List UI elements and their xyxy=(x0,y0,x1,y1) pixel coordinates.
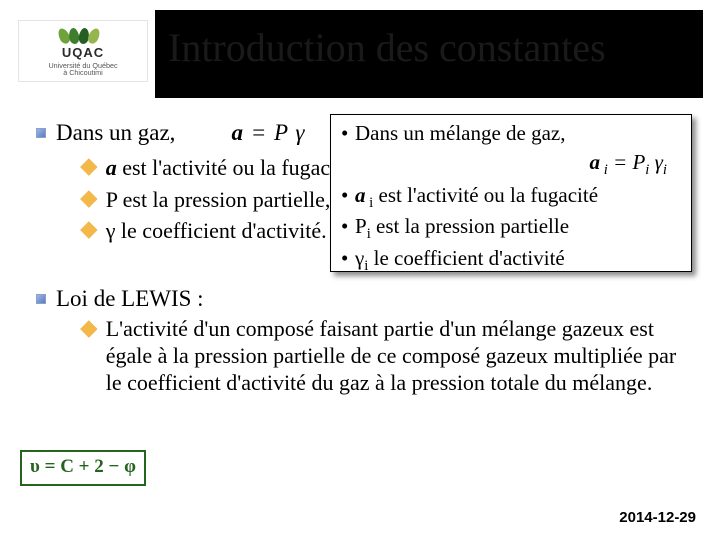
cl3-rest: est la pression partielle xyxy=(371,214,569,238)
sub1: a est l'activité ou la fugacité, xyxy=(106,154,358,182)
slide-date: 2014-12-29 xyxy=(619,509,696,526)
leaf-icon xyxy=(55,24,111,47)
lewis-heading-row: Loi de LEWIS : xyxy=(36,286,682,312)
square-bullet-icon xyxy=(36,294,46,304)
lewis-body: L'activité d'un composé faisant partie d… xyxy=(106,316,682,396)
cf-g: γ xyxy=(649,150,663,174)
callout-line1: • Dans un mélange de gaz, xyxy=(341,121,681,146)
callout-line1-text: Dans un mélange de gaz, xyxy=(355,121,566,146)
cl2-a: a xyxy=(355,183,366,207)
cl4-g: γ xyxy=(355,246,364,270)
disc-bullet-icon: ◆ xyxy=(80,316,98,339)
callout-line3: • Pi est la pression partielle xyxy=(341,214,681,243)
callout-formula: a i = Pi γi xyxy=(341,150,667,179)
left-column: Dans un gaz, a = P γ ◆ a est l'activité … xyxy=(36,120,376,249)
callout-line2: • a i est l'activité ou la fugacité xyxy=(341,183,681,212)
dot-bullet-icon: • xyxy=(341,183,355,208)
sub3: γ le coefficient d'activité. xyxy=(106,217,327,245)
slide: UQAC Université du Québec à Chicoutimi I… xyxy=(0,0,720,540)
cf-a: a xyxy=(590,150,601,174)
cf-gi: i xyxy=(663,162,667,178)
uqac-logo: UQAC Université du Québec à Chicoutimi xyxy=(18,20,148,82)
logo-subtitle: Université du Québec à Chicoutimi xyxy=(48,62,117,77)
dot-bullet-icon: • xyxy=(341,121,355,146)
slide-title: Introduction des constantes xyxy=(168,24,606,71)
callout-line4-text: γi le coefficient d'activité xyxy=(355,246,565,275)
dot-bullet-icon: • xyxy=(341,246,355,271)
mixture-callout: • Dans un mélange de gaz, a i = Pi γi • … xyxy=(330,114,692,272)
lewis-block: Loi de LEWIS : ◆ L'activité d'un composé… xyxy=(36,286,682,396)
dot-bullet-icon: • xyxy=(341,214,355,239)
logo-subtitle-2: à Chicoutimi xyxy=(63,68,103,77)
cl4-rest: le coefficient d'activité xyxy=(368,246,564,270)
logo-acronym: UQAC xyxy=(62,45,104,60)
cf-ai: i xyxy=(600,162,608,178)
disc-bullet-icon: ◆ xyxy=(80,186,98,209)
sub1-rest: est l'activité ou la fugacité, xyxy=(117,155,358,180)
sub1-a: a xyxy=(106,155,117,180)
lead-text: Dans un gaz, xyxy=(56,120,175,146)
callout-line2-text: a i est l'activité ou la fugacité xyxy=(355,183,598,212)
lewis-body-row: ◆ L'activité d'un composé faisant partie… xyxy=(80,316,682,396)
sub2: P est la pression partielle, xyxy=(106,186,331,214)
callout-line4: • γi le coefficient d'activité xyxy=(341,246,681,275)
callout-line3-text: Pi est la pression partielle xyxy=(355,214,569,243)
cl2-rest: est l'activité ou la fugacité xyxy=(373,183,598,207)
lewis-heading: Loi de LEWIS : xyxy=(56,286,204,312)
cl3-p: P xyxy=(355,214,367,238)
title-row: UQAC Université du Québec à Chicoutimi I… xyxy=(0,0,720,102)
formula-rest: = P γ xyxy=(244,120,305,145)
cf-eqp: = P xyxy=(608,150,646,174)
bullet-gas: Dans un gaz, a = P γ xyxy=(36,120,376,146)
disc-bullet-icon: ◆ xyxy=(80,217,98,240)
disc-bullet-icon: ◆ xyxy=(80,154,98,177)
formula-main: a = P γ xyxy=(231,120,305,146)
phase-rule-box: υ = C + 2 − φ xyxy=(20,450,146,486)
square-bullet-icon xyxy=(36,128,46,138)
formula-a: a xyxy=(231,120,244,145)
